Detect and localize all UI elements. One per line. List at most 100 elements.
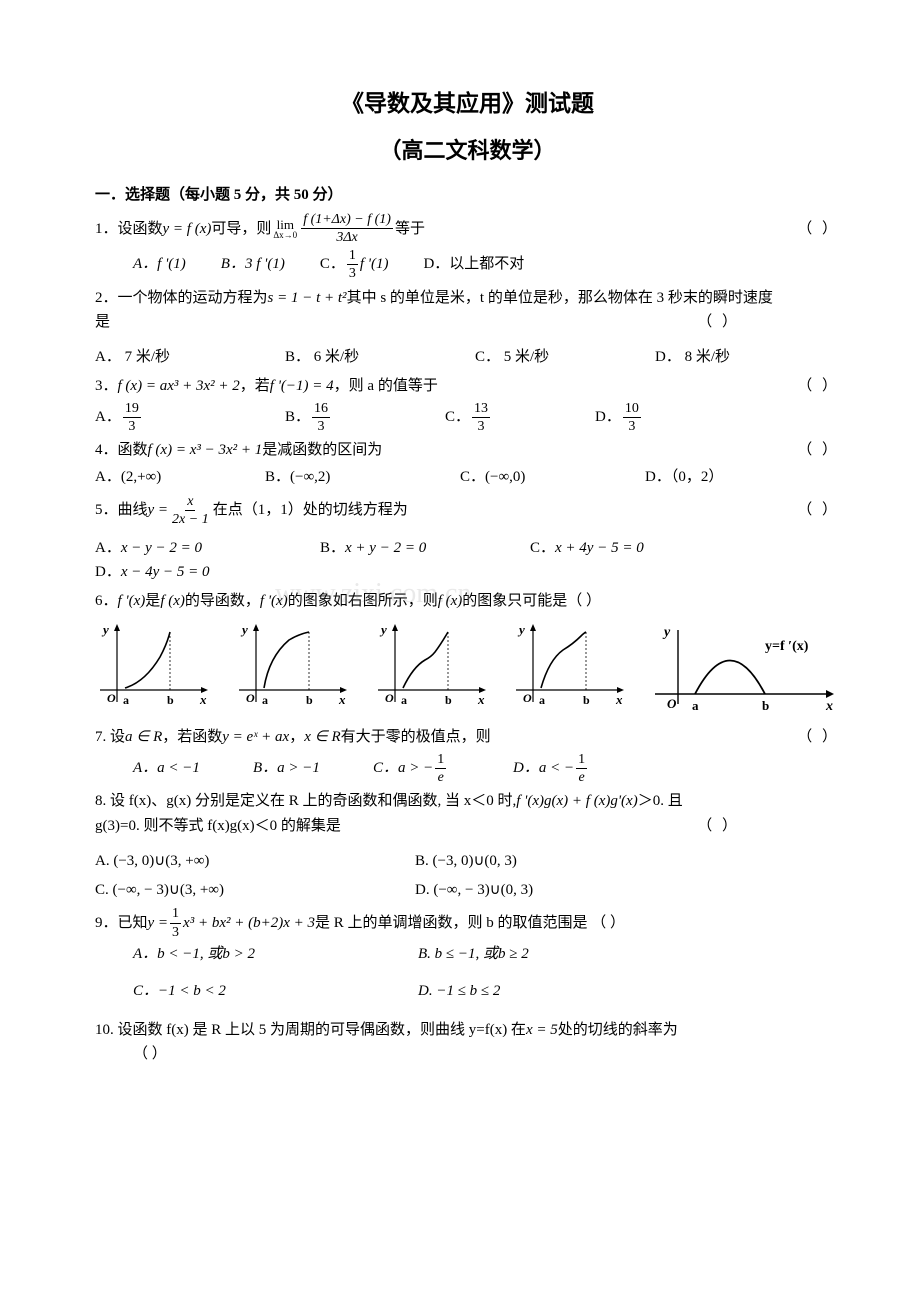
q2-stem-a: 2．一个物体的运动方程为 <box>95 286 268 311</box>
q3-stem-a: 3． <box>95 374 118 399</box>
q1-opt-d: D．以上都不对 <box>423 248 524 282</box>
chart-b-y: y <box>240 622 248 637</box>
q7-opt-d: D．a < − 1e <box>513 752 589 786</box>
chart-a-a: a <box>123 693 129 707</box>
q7-c-pre: C．a > − <box>373 756 433 781</box>
question-2: 2．一个物体的运动方程为 s = 1 − t + t² 其中 s 的单位是米，t… <box>95 286 840 370</box>
q4-stem-b: 是减函数的区间为 <box>262 438 382 463</box>
q7-opt-a: A．a < −1 <box>133 752 238 786</box>
q3-b-num: 16 <box>312 401 330 418</box>
q8-opt-a: A. (−3, 0)∪(3, +∞) <box>95 849 415 874</box>
q4-stem-a: 4．函数 <box>95 438 148 463</box>
q7-d-den: e <box>576 769 586 785</box>
section-heading: 一．选择题（每小题 5 分，共 50 分） <box>95 183 840 208</box>
chart-fprime: y x O a b y=f ′(x) <box>650 622 840 717</box>
q5-den: 2x − 1 <box>170 511 211 527</box>
q7-y: y = eˣ + ax <box>222 725 289 750</box>
chart-option-b: y x O a b <box>234 622 354 717</box>
q3-c-label: C． <box>445 405 470 430</box>
q7-stem-d: 有大于零的极值点，则 <box>341 725 491 750</box>
q7-opt-b: B．a > −1 <box>253 752 358 786</box>
q7-stem-c: ， <box>289 725 304 750</box>
question-5: 5．曲线 y = x2x − 1 在点（1，1）处的切线方程为 （ ） A．x … <box>95 494 840 585</box>
q6-fx2: f (x) <box>438 589 463 614</box>
q7-d-pre: D．a < − <box>513 756 574 781</box>
q10-stem-a: 10. 设函数 f(x) 是 R 上以 5 为周期的可导偶函数，则曲线 y=f(… <box>95 1018 526 1043</box>
q3-a-den: 3 <box>126 418 137 434</box>
chart-fp-b: b <box>762 698 769 713</box>
charts-row: y x O a b y x O a b y x O a b <box>95 622 840 717</box>
q5-al: A． <box>95 536 121 561</box>
q1-paren: （ ） <box>797 217 840 242</box>
q1-yfx: y = f (x) <box>163 217 212 242</box>
q5-d: x − 4y − 5 = 0 <box>121 560 210 585</box>
chart-a-y: y <box>101 622 109 637</box>
q2-paren: （ ） <box>697 310 740 335</box>
chart-c-b: b <box>445 693 452 707</box>
chart-c-x: x <box>477 692 485 707</box>
chart-option-d: y x O a b <box>511 622 631 717</box>
chart-fp-label: y=f ′(x) <box>765 639 809 654</box>
chart-c-a: a <box>401 693 407 707</box>
q5-opt-a: A．x − y − 2 = 0 <box>95 536 285 561</box>
q8-opt-d: D. (−∞, − 3)∪(0, 3) <box>415 878 533 903</box>
q2-stem-c: 是 <box>95 310 110 335</box>
chart-a-b: b <box>167 693 174 707</box>
q6-stem-c: 的导函数， <box>185 589 260 614</box>
chart-fp-o: O <box>667 696 677 711</box>
q7-xR: x ∈ R <box>304 725 340 750</box>
q4-fx: f (x) = x³ − 3x² + 1 <box>148 438 263 463</box>
q5-stem-b: 在点（1，1）处的切线方程为 <box>213 498 408 523</box>
question-6: www.zixi.com.cn 6． f '(x) 是 f (x) 的导函数， … <box>95 589 840 614</box>
q9-rest: x³ + bx² + (b+2)x + 3 <box>183 911 315 936</box>
q3-fx: f (x) = ax³ + 3x² + 2 <box>118 374 240 399</box>
q9-opt-c: C．−1 < b < 2 <box>133 979 383 1004</box>
chart-c-y: y <box>379 622 387 637</box>
q3-d-den: 3 <box>626 418 637 434</box>
question-4: 4．函数 f (x) = x³ − 3x² + 1 是减函数的区间为 （ ） A… <box>95 438 840 490</box>
q9-y: y = <box>148 911 169 936</box>
q9-stem-b: 是 R 上的单调增函数，则 b 的取值范围是 （ ） <box>315 911 625 936</box>
q6-fp: f '(x) <box>118 589 146 614</box>
q6-fp2: f '(x) <box>260 589 288 614</box>
q3-c-num: 13 <box>472 401 490 418</box>
q5-opt-d: D．x − 4y − 5 = 0 <box>95 560 210 585</box>
q2-opt-d: D． 8 米/秒 <box>655 345 730 370</box>
q5-a: x − y − 2 = 0 <box>121 536 202 561</box>
chart-b-b: b <box>306 693 313 707</box>
question-7: 7. 设 a ∈ R ，若函数 y = eˣ + ax ， x ∈ R 有大于零… <box>95 725 840 786</box>
chart-d-a: a <box>539 693 545 707</box>
q8-opt-b: B. (−3, 0)∪(0, 3) <box>415 849 517 874</box>
q4-opt-c: C．(−∞,0) <box>460 465 610 490</box>
q1-c-post: f '(1) <box>360 252 389 277</box>
chart-fp-y: y <box>662 625 671 640</box>
q10-x5: x = 5 <box>526 1018 558 1043</box>
q3-opt-b: B． 163 <box>285 401 410 435</box>
q1-stem-c: 等于 <box>395 217 425 242</box>
q1-lim: lim <box>277 218 294 231</box>
title-sub: （高二文科数学） <box>95 133 840 169</box>
chart-b-o: O <box>246 691 255 705</box>
q7-d-num: 1 <box>576 752 587 769</box>
chart-option-c: y x O a b <box>373 622 493 717</box>
q3-stem-c: ，则 a 的值等于 <box>334 374 438 399</box>
q2-opt-a: A． 7 米/秒 <box>95 345 250 370</box>
title-main: 《导数及其应用》测试题 <box>95 85 840 123</box>
chart-fp-a: a <box>692 698 699 713</box>
q7-opt-c: C．a > − 1e <box>373 752 498 786</box>
q9-opt-b: B. b ≤ −1, 或b ≥ 2 <box>418 942 529 967</box>
q5-y: y = <box>148 498 169 523</box>
q9-stem-a: 9．已知 <box>95 911 148 936</box>
q1-limsub: Δx→0 <box>273 231 297 240</box>
q9-den: 3 <box>170 924 181 940</box>
q9-opt-d: D. −1 ≤ b ≤ 2 <box>418 979 500 1004</box>
q5-opt-c: C．x + 4y − 5 = 0 <box>530 536 710 561</box>
q1-c-num: 1 <box>347 248 358 265</box>
q5-opt-b: B．x + y − 2 = 0 <box>320 536 495 561</box>
chart-b-a: a <box>262 693 268 707</box>
q8-expr: f '(x)g(x) + f (x)g'(x) <box>516 789 637 814</box>
q3-d-num: 10 <box>623 401 641 418</box>
q4-paren: （ ） <box>797 438 840 463</box>
q5-b: x + y − 2 = 0 <box>345 536 426 561</box>
q5-stem-a: 5．曲线 <box>95 498 148 523</box>
